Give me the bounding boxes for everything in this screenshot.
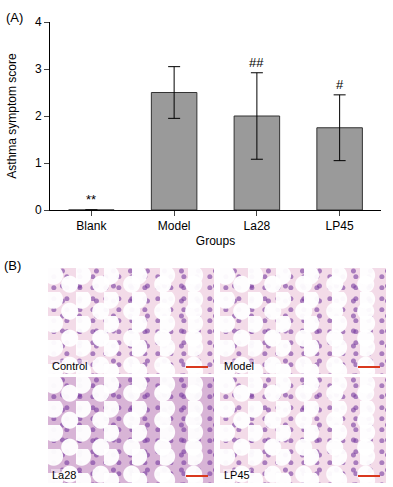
html-text:Control: Control bbox=[52, 360, 88, 372]
svg-text:Asthma symptom score: Asthma symptom score bbox=[5, 53, 19, 179]
html-text:(B): (B) bbox=[4, 258, 22, 273]
svg-text:La28: La28 bbox=[244, 219, 271, 233]
svg-text:**: ** bbox=[86, 192, 96, 207]
svg-text:Groups: Groups bbox=[196, 234, 235, 248]
svg-text:3: 3 bbox=[35, 62, 42, 76]
svg-text:(A): (A) bbox=[6, 10, 23, 25]
svg-text:Model: Model bbox=[158, 219, 191, 233]
svg-text:1: 1 bbox=[35, 156, 42, 170]
html-text:La28: La28 bbox=[52, 469, 77, 481]
svg-text:Blank: Blank bbox=[76, 219, 107, 233]
svg-text:4: 4 bbox=[35, 15, 42, 29]
svg-text:LP45: LP45 bbox=[326, 219, 354, 233]
html-text:LP45: LP45 bbox=[224, 469, 250, 481]
svg-text:0: 0 bbox=[35, 203, 42, 217]
svg-text:#: # bbox=[336, 77, 344, 92]
svg-text:##: ## bbox=[249, 55, 264, 70]
svg-text:2: 2 bbox=[35, 109, 42, 123]
html-text:Model: Model bbox=[224, 360, 254, 372]
